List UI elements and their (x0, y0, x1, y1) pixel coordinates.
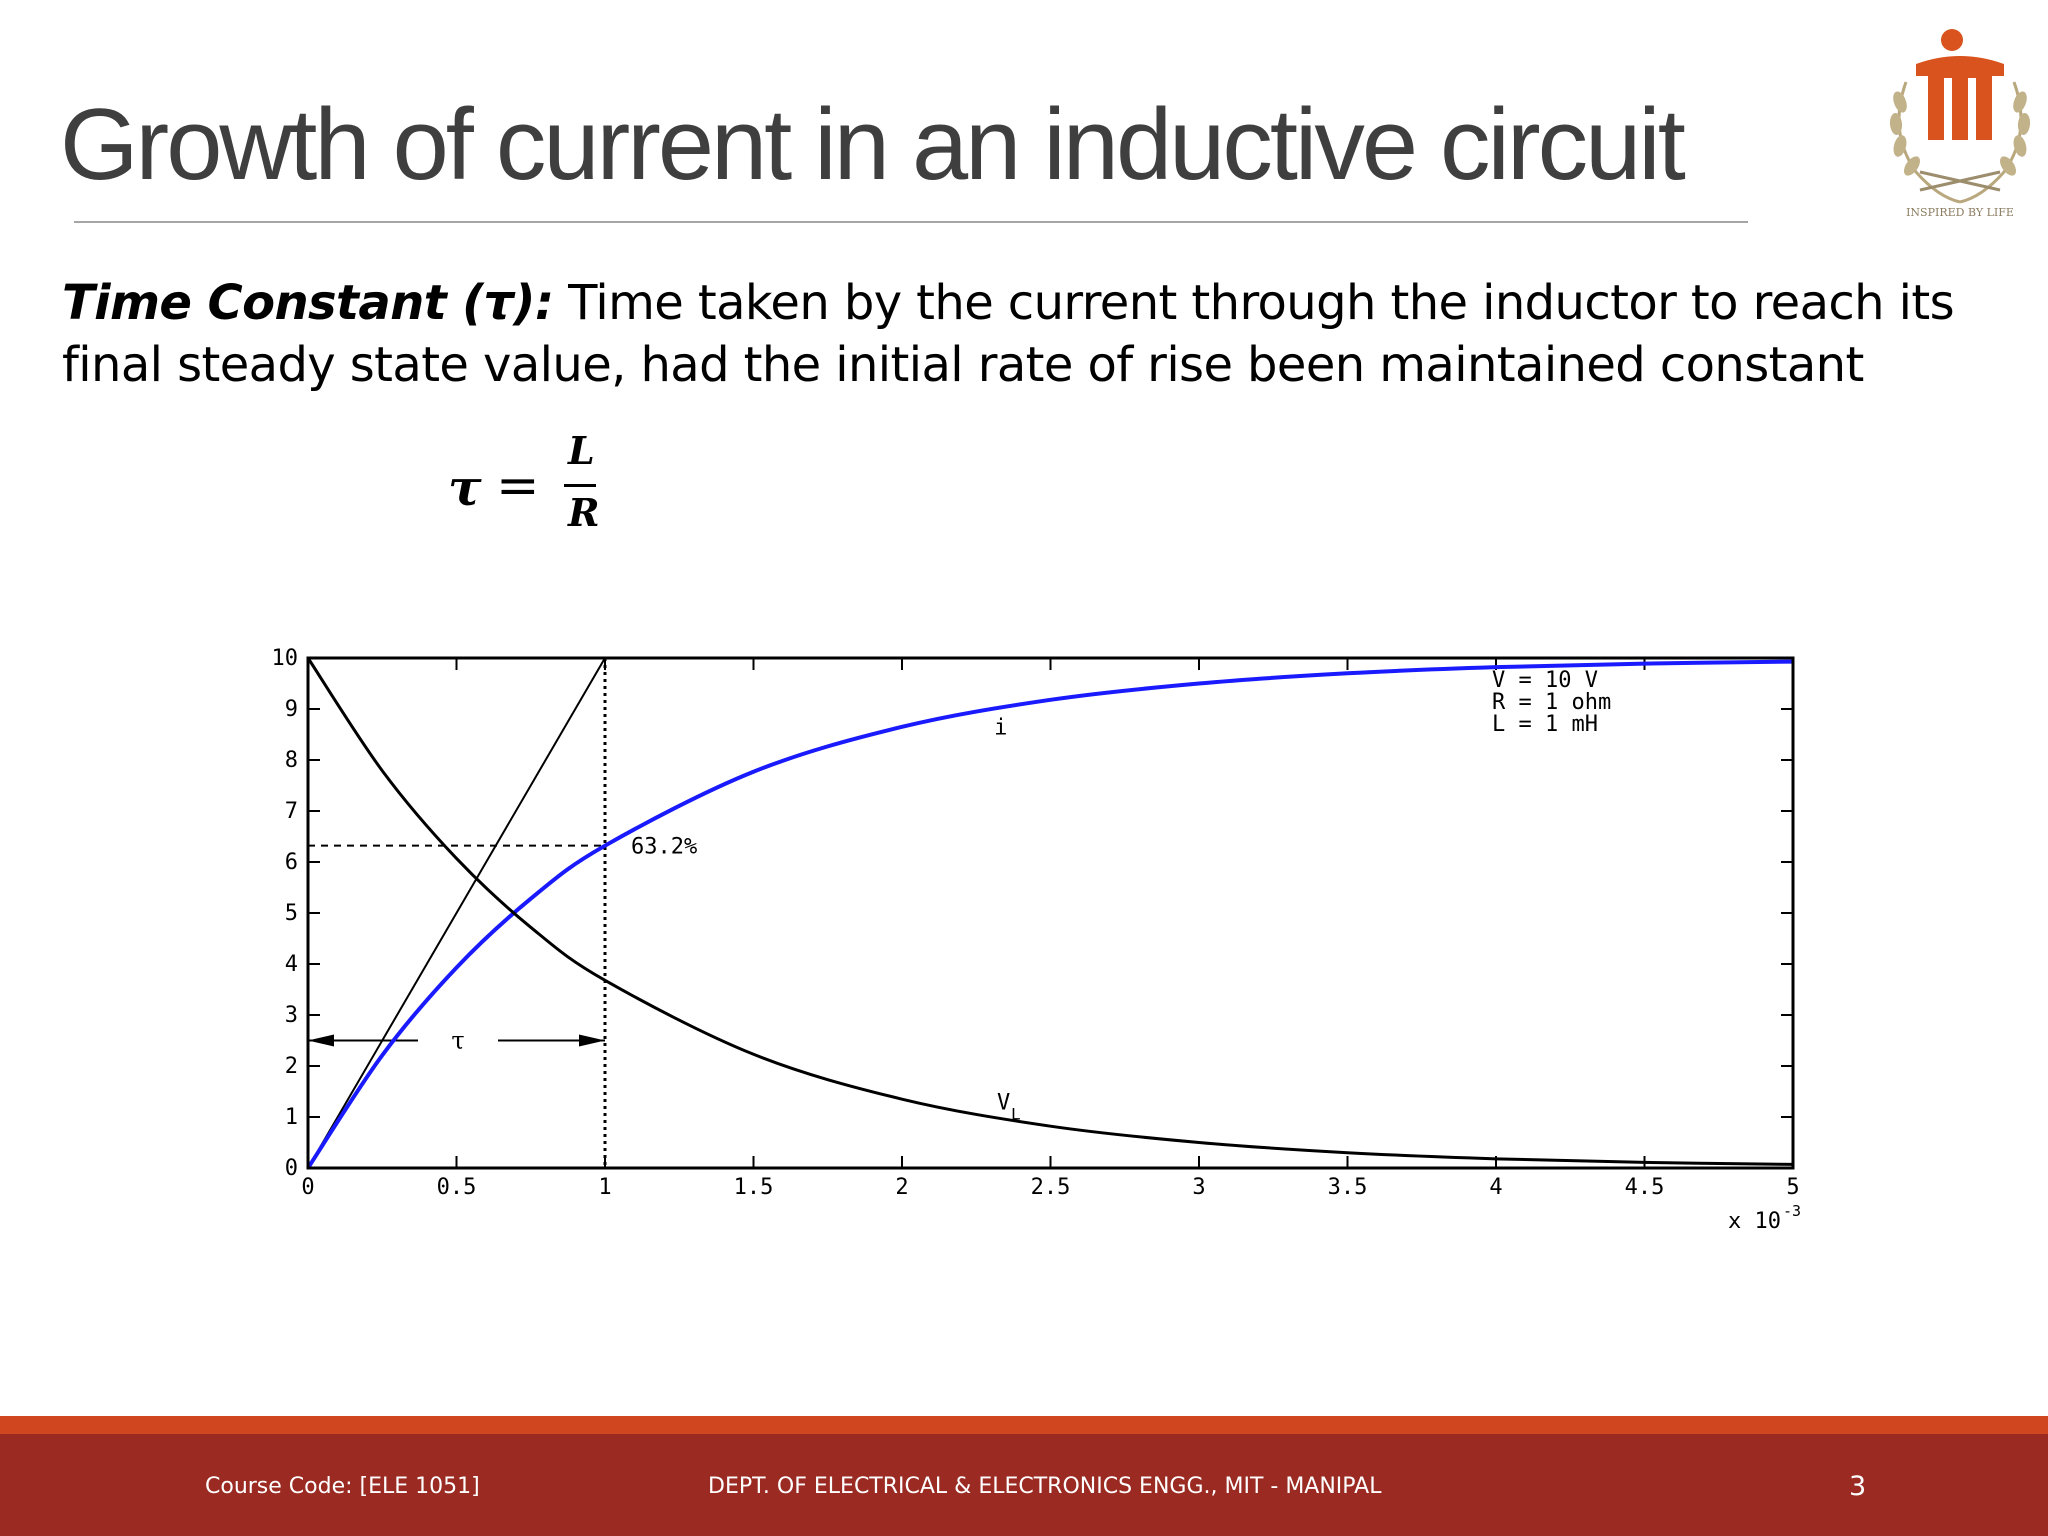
y-tick-label: 5 (285, 901, 298, 926)
formula-equals: = (496, 456, 540, 516)
y-tick-label: 6 (285, 850, 298, 875)
slide-title: Growth of current in an inductive circui… (60, 89, 1686, 201)
title-divider (74, 221, 1748, 223)
x-tick-label: 2.5 (1031, 1175, 1071, 1200)
inductor-voltage-vl-curve (306, 657, 1794, 1166)
series-label-vl-subscript: L (1011, 1104, 1021, 1123)
x-tick-label: 4.5 (1625, 1175, 1665, 1200)
x-tick-label: 5 (1786, 1175, 1799, 1200)
y-tick-label: 3 (285, 1003, 298, 1028)
footer-department: DEPT. OF ELECTRICAL & ELECTRONICS ENGG.,… (708, 1474, 1382, 1499)
footer-page-number: 3 (1849, 1471, 1867, 1502)
definition-text: Time taken by the current through the in… (62, 275, 1955, 393)
x-tick-label: 1.5 (734, 1175, 774, 1200)
footer-course-code: Course Code: [ELE 1051] (205, 1474, 480, 1499)
tau-arrow-label: τ (451, 1027, 464, 1055)
annotation-632-percent: 63.2% (631, 835, 697, 860)
x-tick-label: 0.5 (437, 1175, 477, 1200)
x-tick-label: 3 (1192, 1175, 1205, 1200)
series-label-vl: V (997, 1090, 1010, 1115)
y-tick-label: 7 (285, 799, 298, 824)
series-label-i: i (994, 715, 1007, 740)
parameter-label: L = 1 mH (1492, 712, 1598, 737)
initial-slope-tangent-line (307, 657, 606, 1169)
definition-term: Time Constant (τ): (62, 275, 554, 331)
footer-accent-stripe (0, 1416, 2048, 1434)
tau-arrow-right-head (579, 1034, 605, 1047)
y-tick-label: 8 (285, 748, 298, 773)
x-multiplier-label: x 10 (1728, 1209, 1781, 1234)
y-tick-label: 4 (285, 952, 298, 977)
tau-arrow-left-head (308, 1034, 334, 1047)
institution-crest-logo-icon: INSPIRED BY LIFE (1889, 29, 2031, 219)
x-tick-label: 0 (301, 1175, 314, 1200)
x-tick-label: 2 (895, 1175, 908, 1200)
x-tick-label: 1 (598, 1175, 611, 1200)
plot-frame (306, 656, 1795, 1170)
x-tick-label: 4 (1489, 1175, 1502, 1200)
y-tick-label: 9 (285, 697, 298, 722)
logo-motto: INSPIRED BY LIFE (1906, 206, 2014, 219)
y-tick-label: 2 (285, 1054, 298, 1079)
footer-bar: Course Code: [ELE 1051] DEPT. OF ELECTRI… (0, 1434, 2048, 1536)
x-tick-label: 3.5 (1328, 1175, 1368, 1200)
parameter-label: R = 1 ohm (1492, 690, 1611, 715)
formula-denominator: R (568, 490, 600, 535)
formula-numerator: L (568, 428, 595, 473)
y-tick-label: 0 (285, 1156, 298, 1181)
current-i-curve (306, 659, 1794, 1170)
formula-lhs: τ (448, 458, 482, 517)
y-tick-label: 10 (272, 646, 299, 671)
fraction-bar (564, 484, 596, 487)
parameter-label: V = 10 V (1492, 668, 1598, 693)
time-constant-definition: Time Constant (τ): Time taken by the cur… (62, 272, 2022, 396)
y-tick-label: 1 (285, 1105, 298, 1130)
x-multiplier-exponent: -3 (1783, 1202, 1801, 1220)
rl-growth-chart: 0 0.5 1 1.5 2 2.5 3 3.5 4 4.5 5 0 1 2 3 4 5 6 7 8 9 10 x 10 -3 6… (272, 646, 1802, 1234)
